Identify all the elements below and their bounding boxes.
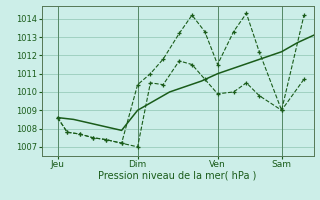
X-axis label: Pression niveau de la mer( hPa ): Pression niveau de la mer( hPa ) [99, 171, 257, 181]
